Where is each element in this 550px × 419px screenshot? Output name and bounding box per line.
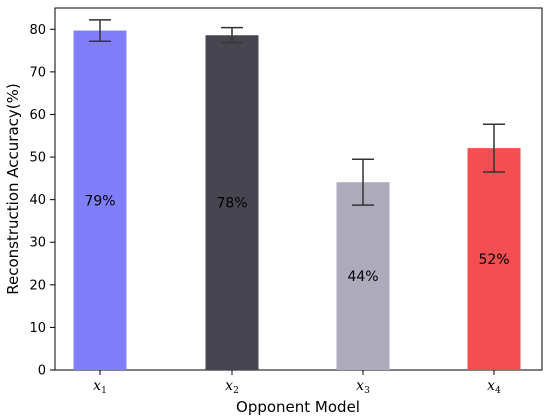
data-label-x2: 78% (216, 196, 247, 212)
y-tick-label: 40 (29, 193, 46, 208)
y-axis: 0 10 20 30 40 50 60 70 80 (29, 23, 55, 379)
bar-x1 (73, 30, 127, 370)
error-bar-x4 (483, 123, 505, 173)
y-tick-label: 80 (29, 23, 46, 38)
data-labels-group: 79% 78% 44% 52% (84, 193, 509, 285)
y-tick-label: 30 (29, 236, 46, 251)
y-tick-label: 0 (38, 364, 46, 379)
x-tick-label-x3: x3 (356, 378, 370, 396)
y-tick-label: 70 (29, 65, 46, 80)
error-bar-x1 (89, 19, 111, 42)
plot-frame (54, 7, 543, 371)
y-tick-label: 20 (29, 278, 46, 293)
y-axis-label: Reconstruction Accuracy(%) (4, 83, 22, 294)
data-label-x4: 52% (478, 252, 509, 268)
bar-x4 (467, 148, 521, 370)
bar-x3 (336, 182, 390, 370)
x-tick-label-x1: x1 (93, 378, 107, 396)
error-bars-group (89, 19, 505, 206)
bar-x2 (205, 35, 259, 370)
bars-group (73, 30, 521, 370)
data-label-x1: 79% (84, 193, 115, 209)
error-bar-x2 (221, 26, 243, 44)
x-axis-label: Opponent Model (236, 398, 360, 416)
data-label-x3: 44% (347, 269, 378, 285)
x-tick-label-x2: x2 (225, 378, 239, 396)
y-tick-label: 60 (29, 108, 46, 123)
x-tick-label-x4: x4 (487, 378, 501, 396)
y-tick-label: 50 (29, 151, 46, 166)
y-tick-label: 10 (29, 321, 46, 336)
x-axis: x1 x2 x3 x4 (93, 370, 501, 396)
error-bar-x3 (352, 158, 374, 206)
